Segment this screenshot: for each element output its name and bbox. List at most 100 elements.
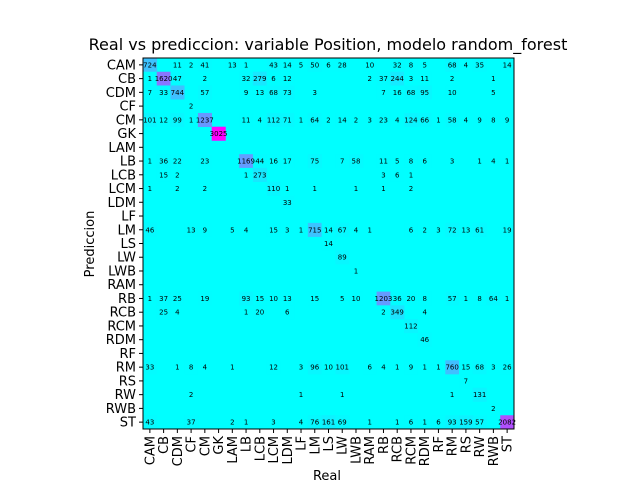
heatmap-cell [170,305,185,320]
cell-value-label: 16 [393,89,402,97]
heatmap-cell [156,154,171,169]
heatmap-cell [143,222,158,237]
y-tick-label: LF [121,210,136,225]
cell-value-label: 8 [409,158,413,166]
cell-value-label: 13 [187,226,196,234]
y-tick-label: RCM [107,319,136,334]
heatmap-cell [184,112,199,128]
heatmap-cell [362,360,377,375]
cell-value-label: 12 [269,364,278,372]
heatmap-cell [404,154,419,169]
heatmap-cell [143,291,158,306]
cell-value-label: 3025 [210,130,228,138]
heatmap-cell [225,222,240,237]
heatmap-cell [431,112,446,128]
heatmap-cell [239,71,254,86]
cell-value-label: 46 [145,226,154,234]
cell-value-label: 28 [338,61,347,69]
heatmap-cell [184,58,199,73]
cell-value-label: 33 [159,89,168,97]
cell-value-label: 2 [203,75,207,83]
cell-value-label: 26 [503,364,512,372]
heatmap-cell [472,360,487,375]
cell-value-label: 13 [283,295,292,303]
y-tick-label: RDM [106,333,136,348]
x-tick-label: RF [432,436,447,453]
x-tick-label: RDM [418,436,433,466]
cell-value-label: 1 [505,158,509,166]
cell-value-label: 93 [242,295,251,303]
heatmap-cell [294,415,309,430]
heatmap-cell [280,222,295,237]
heatmap-cell [459,374,474,389]
heatmap-cell [390,71,405,86]
cell-value-label: 3 [271,419,275,427]
heatmap-cell [280,71,295,86]
cell-value-label: 1 [464,295,468,303]
heatmap-cell [459,112,474,128]
cell-value-label: 89 [338,254,347,262]
cell-value-label: 5 [491,89,495,97]
cell-value-label: 1 [299,226,303,234]
cell-value-label: 131 [473,391,486,399]
y-tick-label: RWB [106,402,136,417]
heatmap-cell [307,154,322,169]
cell-value-label: 4 [464,61,469,69]
cell-value-label: 32 [242,75,251,83]
cell-value-label: 2 [491,405,495,413]
y-tick-label: RCB [110,306,136,321]
cell-value-label: 64 [489,295,498,303]
cell-value-label: 2 [203,185,207,193]
heatmap-cell [307,58,322,73]
y-tick-label: CM [116,113,136,128]
heatmap-cell [404,71,419,86]
heatmap-cell [390,415,405,430]
cell-value-label: 2 [450,75,454,83]
heatmap-cell [143,58,158,73]
cell-value-label: 66 [420,116,429,124]
cell-value-label: 15 [269,226,278,234]
heatmap-cell [170,71,185,86]
x-tick-label: CF [185,436,200,453]
heatmap-cell [349,181,364,196]
x-tick-label: RM [446,436,461,456]
heatmap-cell [321,360,336,375]
heatmap-cell [239,167,254,182]
cell-value-label: 23 [379,116,388,124]
heatmap-cell [335,415,350,430]
cell-value-label: 1 [354,185,358,193]
cell-value-label: 8 [491,116,495,124]
x-tick-label: CAM [143,436,158,465]
x-axis-label: Real [313,469,341,480]
cell-value-label: 4 [299,419,304,427]
heatmap-cell [417,332,432,347]
heatmap-cell [417,222,432,237]
heatmap-cell [252,154,267,169]
cell-value-label: 2082 [498,419,516,427]
cell-value-label: 99 [173,116,182,124]
cell-value-label: 1 [436,116,440,124]
x-tick-label: CDM [171,436,186,466]
x-tick-label: RCB [391,436,406,462]
cell-value-label: 4 [244,226,249,234]
cell-value-label: 43 [145,419,154,427]
heatmap-cell [445,291,460,306]
heatmap-cell [376,181,391,196]
cell-value-label: 159 [459,419,472,427]
cell-value-label: 760 [445,364,458,372]
cell-value-label: 9 [409,364,413,372]
cell-value-label: 6 [326,61,331,69]
heatmap-cell [143,154,158,169]
x-tick-label: LCB [253,436,268,461]
cell-value-label: 2 [409,185,413,193]
cell-value-label: 17 [283,158,292,166]
y-axis-label: Prediccion [83,211,98,278]
cell-value-label: 1 [505,295,509,303]
cell-value-label: 9 [505,116,509,124]
cell-value-label: 37 [379,75,388,83]
heatmap-cell [252,85,267,100]
heatmap-cell [417,415,432,430]
cell-value-label: 12 [159,116,168,124]
heatmap-cell [156,112,171,128]
cell-value-label: 15 [310,295,319,303]
